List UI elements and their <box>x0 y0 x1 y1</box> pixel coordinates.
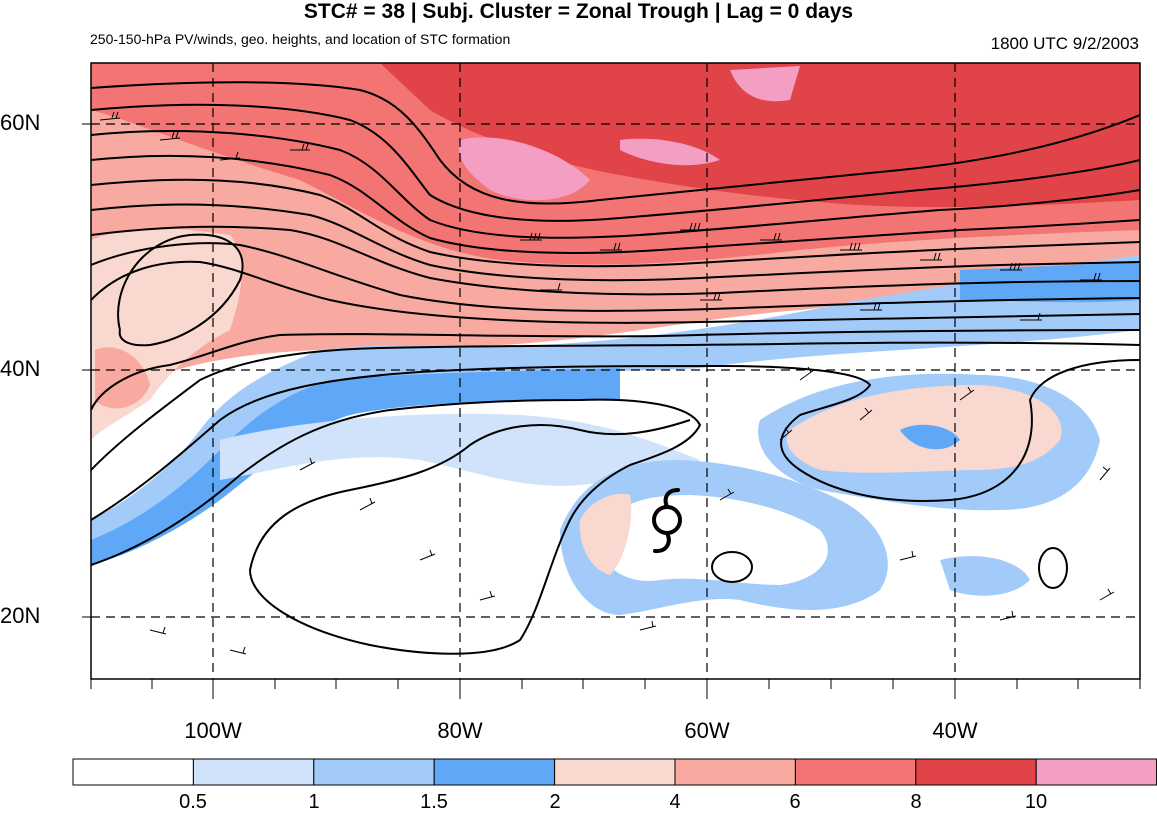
pv-region-peak <box>459 137 590 201</box>
colorbar-swatch <box>915 758 1037 786</box>
colorbar-swatch <box>192 758 315 786</box>
height-contour <box>91 398 702 655</box>
plot-title: STC# = 38 | Subj. Cluster = Zonal Trough… <box>303 0 854 23</box>
colorbar-label: 8 <box>910 791 922 813</box>
colorbar-label: 10 <box>1024 791 1048 813</box>
height-contour <box>91 359 1140 521</box>
colorbar-label: 6 <box>789 791 801 813</box>
height-contour <box>91 203 1140 282</box>
pv-region-high <box>95 347 150 409</box>
colorbar <box>72 758 1157 786</box>
height-contour <box>91 103 1140 222</box>
plot-datetime: 1800 UTC 9/2/2003 <box>990 34 1139 53</box>
colorbar-label: 0.5 <box>179 791 207 813</box>
pv-region-faint <box>940 556 1030 596</box>
pv-region-mid <box>91 368 620 565</box>
height-contour <box>91 341 1140 471</box>
pv-region-extreme <box>380 63 1140 208</box>
lat-label: 60N <box>0 110 41 135</box>
height-contour <box>91 225 1140 296</box>
pv-region-faint <box>600 495 828 585</box>
colorbar-swatch <box>433 758 556 786</box>
height-contour <box>91 130 1140 239</box>
lon-label: 40W <box>932 718 978 743</box>
height-contour <box>91 155 1140 254</box>
colorbar-label: 1.5 <box>420 791 448 813</box>
height-contour <box>91 242 1140 312</box>
wind-barbs <box>99 111 1115 655</box>
pv-shading <box>91 63 1140 679</box>
height-contours <box>91 81 1140 655</box>
height-contour <box>91 81 1140 205</box>
colorbar-swatch <box>313 758 435 786</box>
lat-label: 40N <box>0 356 41 381</box>
plot-subtitle: 250-150-hPa PV/winds, geo. heights, and … <box>90 31 511 47</box>
height-contour-closed <box>711 551 753 583</box>
lat-label: 20N <box>0 603 41 628</box>
colorbar-label: 1 <box>308 791 320 813</box>
lon-label: 100W <box>184 718 242 743</box>
colorbar-label: 2 <box>549 791 561 813</box>
colorbar-swatch <box>72 758 194 786</box>
height-contour <box>91 260 1140 324</box>
map-frame <box>90 62 1141 680</box>
pv-region-peak <box>620 138 720 166</box>
tropical-cyclone-icon <box>652 488 682 554</box>
colorbar-swatch <box>554 758 676 786</box>
pv-region-mid <box>900 424 960 450</box>
pv-region-peak <box>730 66 800 102</box>
height-contour <box>117 233 244 347</box>
colorbar-swatch <box>1035 758 1157 786</box>
lon-label: 80W <box>437 718 483 743</box>
height-contour <box>91 178 1140 268</box>
lon-label: 60W <box>684 718 730 743</box>
pv-region-moderate <box>579 493 632 575</box>
colorbar-label: 4 <box>669 791 681 813</box>
height-contour <box>91 329 1140 411</box>
colorbar-swatch <box>674 758 796 786</box>
map-gridlines <box>91 63 1140 679</box>
colorbar-swatch <box>794 758 917 786</box>
pv-region-faint <box>220 413 700 486</box>
height-contour-closed <box>1038 547 1068 589</box>
axis-ticks <box>82 123 1141 699</box>
